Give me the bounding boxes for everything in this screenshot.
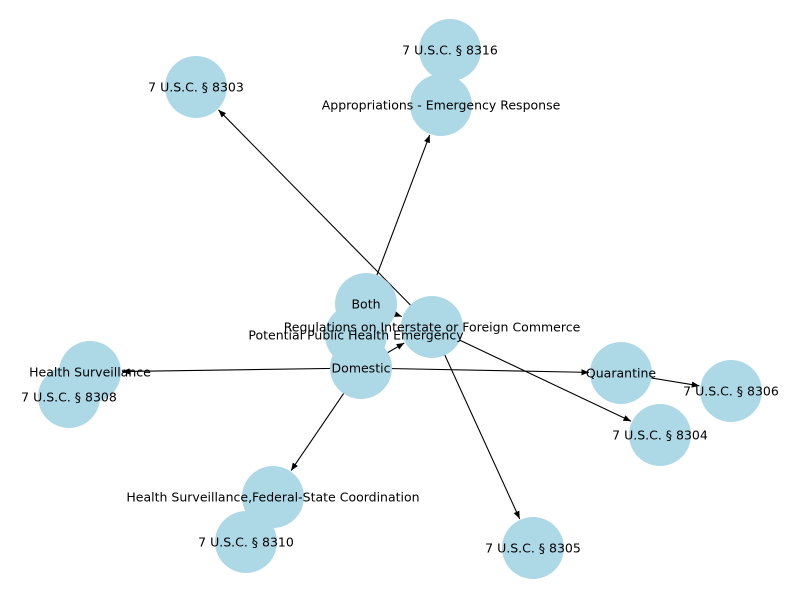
- node-label-pphe: Potential Public Health Emergency: [248, 328, 464, 343]
- node-regs[interactable]: [401, 296, 463, 358]
- node-label-regs: Regulations on Interstate or Foreign Com…: [284, 320, 581, 335]
- node-label-quarantine: Quarantine: [586, 366, 656, 381]
- node-usc8308[interactable]: [38, 366, 100, 428]
- node-usc8316[interactable]: [419, 19, 481, 81]
- node-circle[interactable]: [502, 517, 564, 579]
- node-label-approp: Appropriations - Emergency Response: [322, 98, 561, 113]
- node-circle[interactable]: [215, 511, 277, 573]
- node-domestic[interactable]: [330, 337, 392, 399]
- edge-domestic-to-healthsurv: [121, 367, 362, 375]
- node-label-usc8303: 7 U.S.C. § 8303: [148, 80, 244, 95]
- edge-regs-to-usc8303: [218, 109, 433, 328]
- node-circle[interactable]: [38, 366, 100, 428]
- node-circle[interactable]: [330, 337, 392, 399]
- node-circle[interactable]: [242, 466, 304, 528]
- node-label-healthsurv: Health Surveillance: [29, 365, 151, 380]
- node-hsfsc[interactable]: [242, 466, 304, 528]
- nodes-layer: [38, 19, 762, 579]
- node-usc8306[interactable]: [700, 360, 762, 422]
- node-label-hsfsc: Health Surveillance,Federal-State Coordi…: [126, 490, 419, 505]
- node-circle[interactable]: [629, 404, 691, 466]
- node-circle[interactable]: [410, 74, 472, 136]
- node-circle[interactable]: [700, 360, 762, 422]
- node-usc8304[interactable]: [629, 404, 691, 466]
- labels-layer: 7 U.S.C. § 8316 7 U.S.C. § 8303 Appropriat…: [21, 43, 779, 556]
- node-circle[interactable]: [165, 56, 227, 118]
- node-usc8310[interactable]: [215, 511, 277, 573]
- node-label-both: Both: [351, 297, 380, 312]
- node-quarantine[interactable]: [590, 342, 652, 404]
- node-circle[interactable]: [590, 342, 652, 404]
- edge-domestic-to-quarantine: [360, 367, 590, 376]
- node-label-usc8310: 7 U.S.C. § 8310: [198, 535, 294, 550]
- node-label-usc8305: 7 U.S.C. § 8305: [485, 541, 581, 556]
- node-usc8305[interactable]: [502, 517, 564, 579]
- node-circle[interactable]: [419, 19, 481, 81]
- edge-regs-to-usc8304: [431, 326, 632, 422]
- node-label-usc8304: 7 U.S.C. § 8304: [612, 428, 708, 443]
- node-approp[interactable]: [410, 74, 472, 136]
- node-label-domestic: Domestic: [332, 361, 391, 376]
- node-label-usc8308: 7 U.S.C. § 8308: [21, 390, 117, 405]
- node-label-usc8306: 7 U.S.C. § 8306: [683, 384, 779, 399]
- node-circle[interactable]: [401, 296, 463, 358]
- edge-regs-to-usc8305: [431, 326, 521, 520]
- node-usc8303[interactable]: [165, 56, 227, 118]
- node-label-usc8316: 7 U.S.C. § 8316: [402, 43, 498, 58]
